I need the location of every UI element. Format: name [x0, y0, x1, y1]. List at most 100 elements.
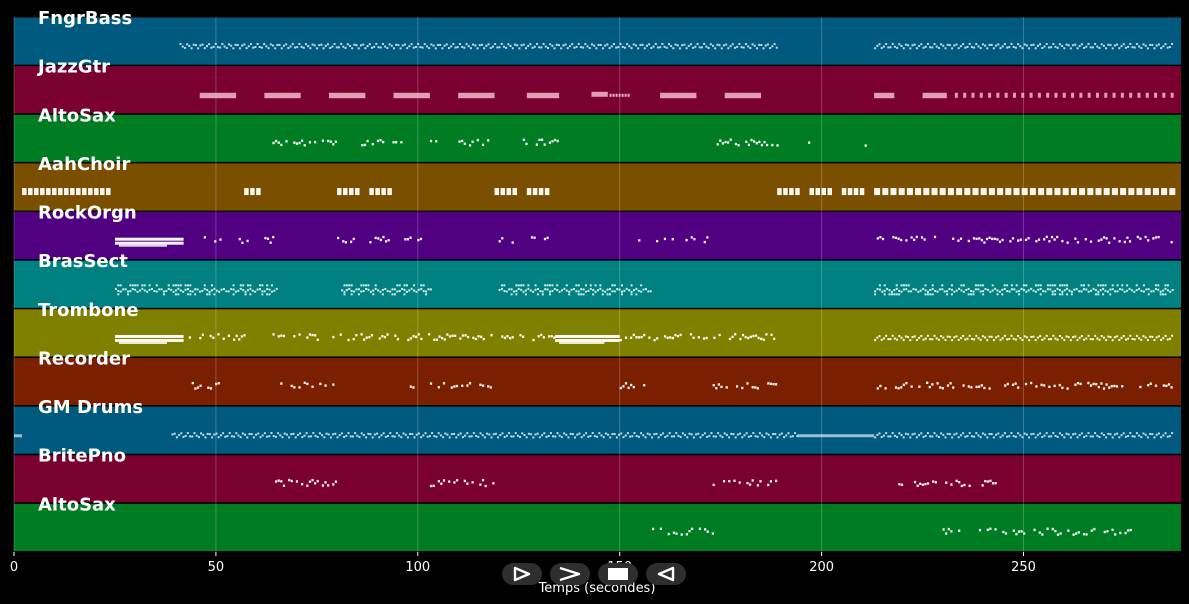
note	[1087, 381, 1090, 385]
note	[712, 384, 715, 387]
note	[167, 284, 170, 287]
note	[541, 293, 544, 296]
note	[746, 382, 749, 385]
note	[617, 46, 620, 49]
note	[951, 436, 954, 439]
note	[1017, 334, 1020, 337]
note	[314, 140, 317, 144]
note	[1041, 338, 1044, 341]
note	[1162, 434, 1165, 437]
note	[306, 484, 309, 487]
note	[348, 284, 351, 287]
note	[1061, 239, 1064, 243]
note	[900, 44, 903, 47]
note	[400, 141, 403, 144]
note	[1116, 290, 1119, 293]
note	[413, 289, 416, 292]
note	[129, 290, 132, 293]
note	[1039, 335, 1042, 338]
note	[563, 287, 566, 290]
note	[360, 284, 363, 287]
note	[990, 335, 993, 338]
note	[746, 481, 749, 485]
note	[1106, 530, 1109, 533]
note	[589, 284, 592, 287]
note	[1138, 287, 1141, 290]
note	[957, 338, 960, 341]
note	[988, 335, 991, 338]
note	[234, 290, 237, 293]
note	[452, 43, 455, 46]
note	[386, 46, 389, 49]
note	[1018, 290, 1021, 293]
note	[1015, 532, 1018, 536]
note	[1103, 530, 1106, 534]
note	[496, 46, 499, 49]
stop-button[interactable]	[598, 563, 638, 585]
note	[461, 384, 464, 387]
note	[507, 43, 510, 46]
note	[608, 288, 611, 291]
note	[1166, 284, 1169, 287]
note	[1039, 432, 1042, 435]
note	[1058, 289, 1061, 292]
note	[1120, 188, 1127, 196]
note	[945, 481, 948, 484]
note	[1054, 529, 1057, 533]
notes-layer	[14, 42, 1176, 536]
note	[783, 436, 786, 439]
note	[219, 238, 222, 241]
note	[237, 434, 240, 437]
note	[1023, 335, 1026, 338]
note	[905, 284, 908, 287]
note	[1054, 45, 1057, 48]
rewind-button[interactable]	[646, 563, 686, 585]
note	[480, 335, 483, 339]
note	[177, 284, 180, 287]
fast-forward-button[interactable]	[550, 563, 590, 585]
note	[293, 386, 296, 389]
note	[560, 436, 563, 439]
note	[1109, 288, 1112, 291]
note	[984, 44, 987, 47]
note	[1133, 338, 1136, 341]
note	[963, 483, 966, 487]
note	[274, 435, 277, 438]
note	[1006, 284, 1009, 287]
note	[420, 337, 423, 341]
note	[283, 432, 286, 435]
note	[331, 45, 334, 48]
note	[1147, 288, 1150, 291]
note	[294, 436, 297, 439]
note	[246, 436, 249, 439]
note	[681, 432, 684, 435]
note	[733, 479, 736, 482]
note	[355, 333, 358, 337]
note	[344, 46, 347, 49]
note	[527, 432, 530, 435]
note	[1002, 530, 1005, 534]
play-reverse-button[interactable]	[502, 563, 542, 585]
note	[1124, 435, 1127, 438]
note	[34, 188, 39, 196]
note	[1120, 45, 1123, 48]
note	[454, 334, 457, 337]
note	[227, 43, 230, 46]
note	[946, 384, 950, 387]
note	[258, 46, 261, 49]
note	[1066, 287, 1069, 290]
note	[1074, 432, 1077, 435]
note	[1041, 46, 1044, 49]
note	[959, 237, 963, 240]
note	[672, 47, 675, 50]
note	[929, 289, 932, 292]
note	[741, 333, 745, 337]
note	[1076, 436, 1079, 439]
note	[1096, 434, 1099, 437]
note	[348, 44, 351, 47]
note	[337, 46, 340, 49]
note	[994, 528, 997, 531]
note	[352, 337, 355, 341]
note	[136, 290, 139, 293]
note	[977, 434, 980, 437]
